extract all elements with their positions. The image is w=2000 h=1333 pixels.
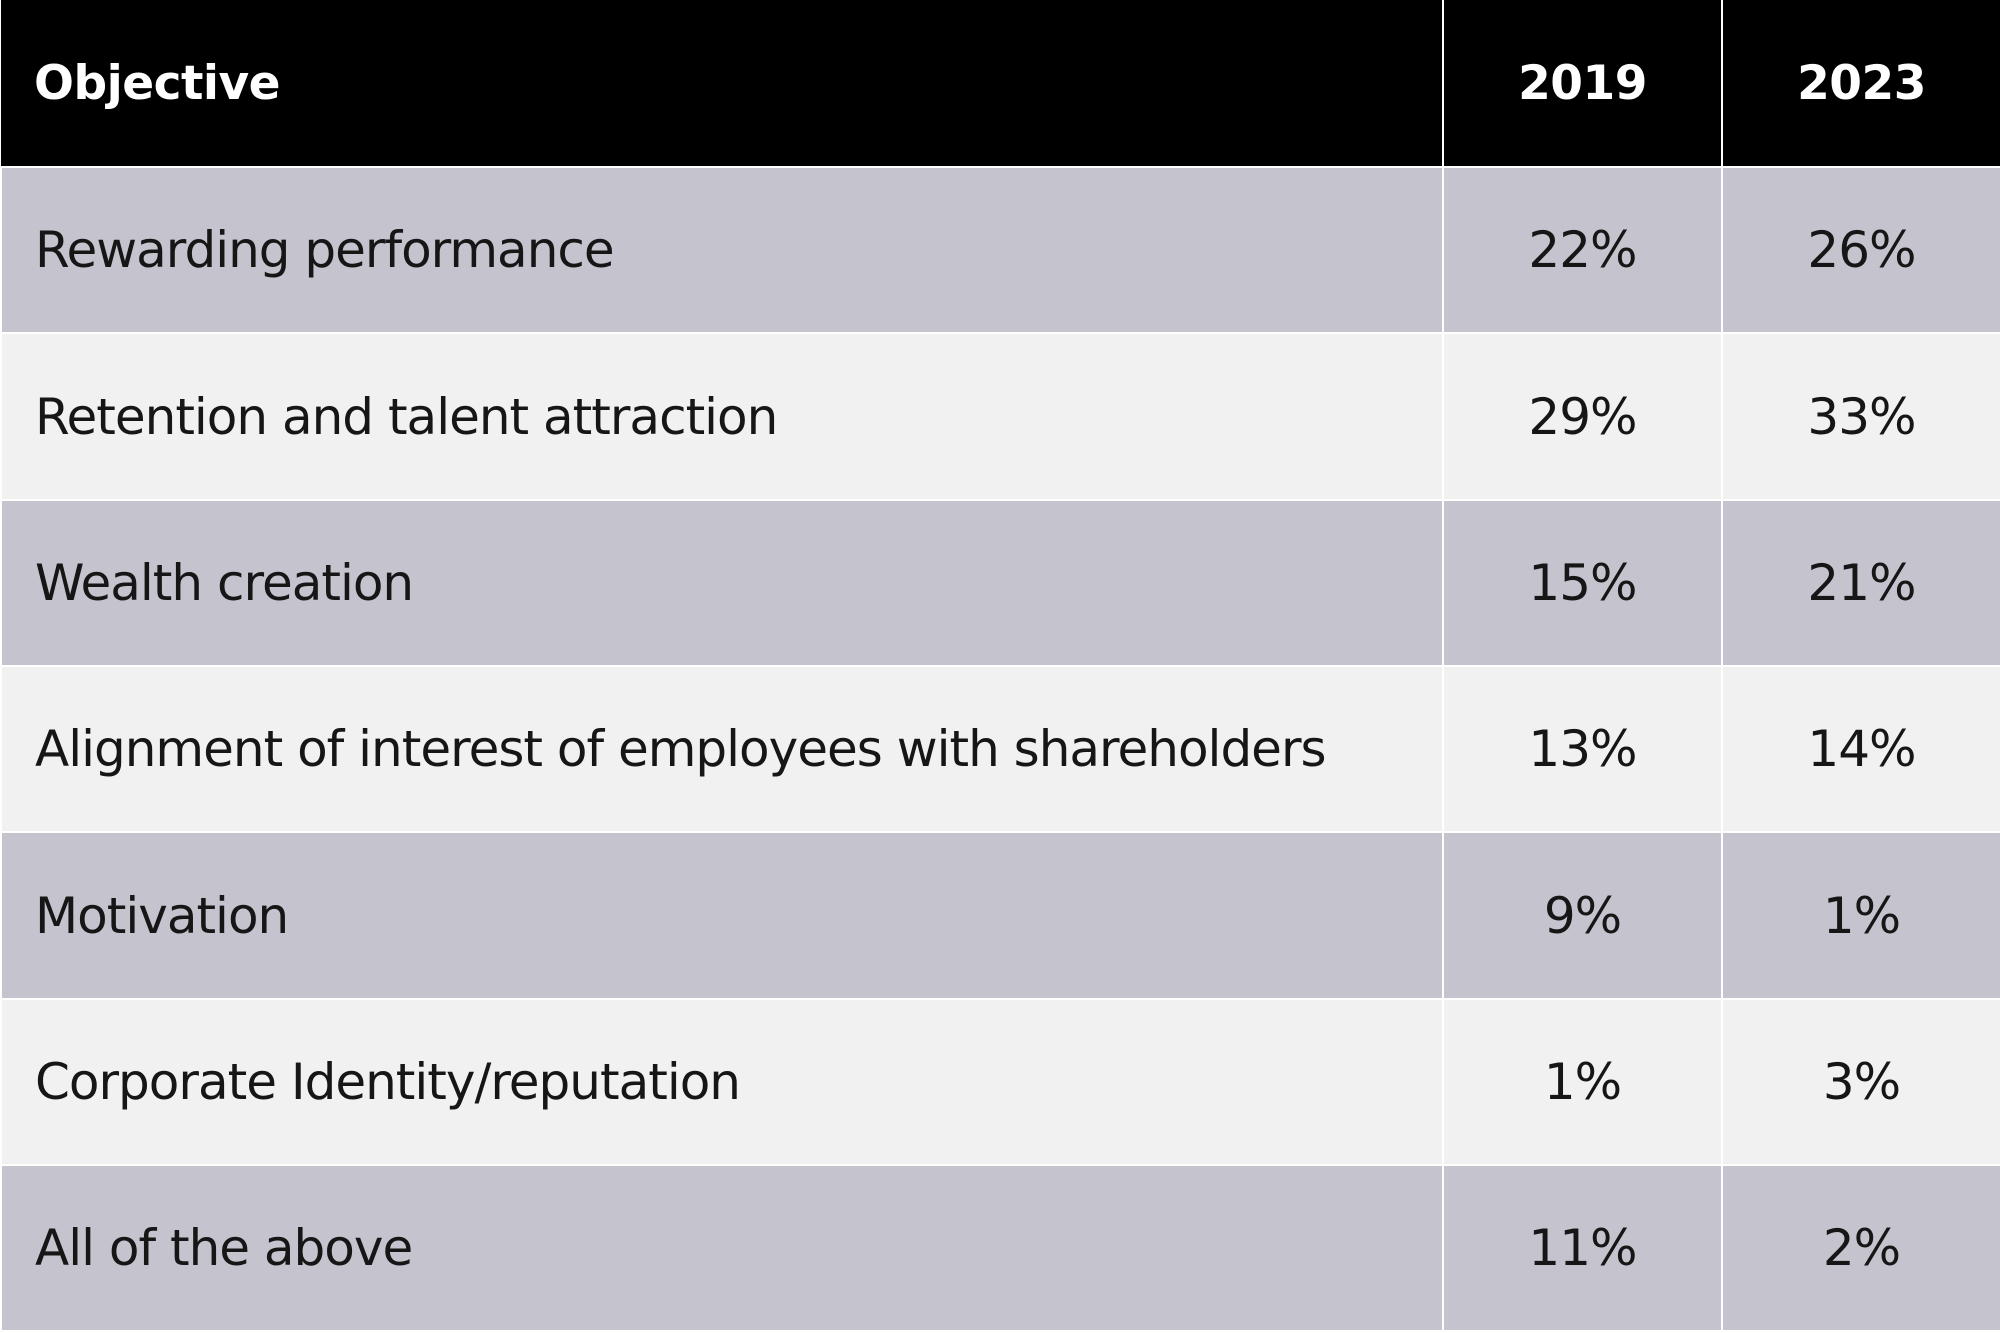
- table-row: Rewarding performance 22% 26%: [0, 165, 2000, 334]
- value-2019-cell: 29%: [1442, 332, 1722, 500]
- value-2019-cell: 15%: [1442, 498, 1722, 667]
- table-row: All of the above 11% 2%: [0, 1164, 2000, 1333]
- objective-cell: Rewarding performance: [0, 165, 1443, 334]
- table-row: Retention and talent attraction 29% 33%: [0, 332, 2000, 500]
- column-header-2019: 2019: [1442, 0, 1722, 167]
- column-header-2023: 2023: [1721, 0, 2000, 167]
- table-row: Corporate Identity/reputation 1% 3%: [0, 997, 2000, 1166]
- value-2019-cell: 22%: [1442, 165, 1722, 334]
- value-2023-cell: 33%: [1721, 332, 2000, 500]
- value-2023-cell: 26%: [1721, 165, 2000, 334]
- value-2023-cell: 21%: [1721, 498, 2000, 667]
- objective-cell: Motivation: [0, 831, 1443, 999]
- table-header: Objective 2019 2023: [1, 0, 2000, 167]
- column-header-objective: Objective: [1, 0, 1443, 167]
- objective-cell: Retention and talent attraction: [0, 332, 1443, 500]
- table-row: Wealth creation 15% 21%: [0, 498, 2000, 667]
- objective-cell: Wealth creation: [0, 498, 1443, 667]
- value-2019-cell: 9%: [1442, 831, 1722, 999]
- value-2023-cell: 14%: [1721, 665, 2000, 833]
- value-2023-cell: 2%: [1721, 1164, 2000, 1333]
- value-2019-cell: 13%: [1442, 665, 1722, 833]
- objective-cell: All of the above: [0, 1164, 1443, 1333]
- table-row: Motivation 9% 1%: [0, 831, 2000, 999]
- objective-cell: Corporate Identity/reputation: [0, 997, 1443, 1166]
- header-row: Objective 2019 2023: [1, 0, 2000, 167]
- value-2019-cell: 11%: [1442, 1164, 1722, 1333]
- objective-cell: Alignment of interest of employees with …: [0, 665, 1443, 833]
- value-2023-cell: 3%: [1721, 997, 2000, 1166]
- value-2023-cell: 1%: [1721, 831, 2000, 999]
- table-body: Rewarding performance 22% 26% Retention …: [0, 165, 2000, 1333]
- table-row: Alignment of interest of employees with …: [0, 665, 2000, 833]
- value-2019-cell: 1%: [1442, 997, 1722, 1166]
